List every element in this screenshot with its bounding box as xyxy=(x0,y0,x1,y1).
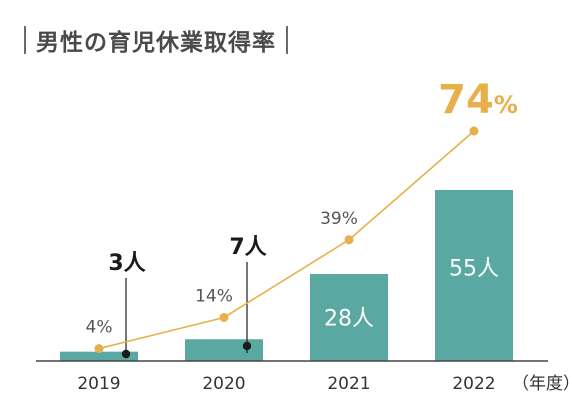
x-tick-2021: 2021 xyxy=(327,374,370,394)
bar-2020 xyxy=(185,339,263,361)
rate-point-2020 xyxy=(219,312,229,322)
bar-2021 xyxy=(310,273,388,361)
rate-label-2021: 39% xyxy=(320,209,358,229)
title-bar-left xyxy=(24,26,26,54)
rate-point-2021 xyxy=(344,235,354,245)
x-axis-unit: （年度） xyxy=(512,374,572,394)
bar-value-label-2022: 55人 xyxy=(449,257,499,282)
callout-dot-2020 xyxy=(242,341,252,351)
bar-2022 xyxy=(435,190,513,361)
rate-label-2022: 74% xyxy=(438,77,518,123)
chart-title-text: 男性の育児休業取得率 xyxy=(36,30,276,56)
bar-value-label-2019: 3人 xyxy=(108,251,145,276)
rate-points: 4% 14% 39% 74% xyxy=(86,77,518,354)
bar-series: 28人 55人 xyxy=(60,190,513,361)
rate-label-2020: 14% xyxy=(195,286,233,306)
rate-label-2019: 4% xyxy=(86,318,113,338)
bar-2019 xyxy=(60,351,138,361)
x-tick-2020: 2020 xyxy=(202,374,245,394)
title-bar-right xyxy=(286,26,288,54)
bar-value-label-2021: 28人 xyxy=(324,306,374,331)
rate-point-2022 xyxy=(469,126,479,136)
chart-title: 男性の育児休業取得率 xyxy=(24,22,288,58)
x-tick-2019: 2019 xyxy=(77,374,120,394)
callout-dot-2019 xyxy=(121,349,131,359)
x-tick-labels: 2019 2020 2021 2022 xyxy=(77,374,495,394)
x-tick-2022: 2022 xyxy=(452,374,495,394)
rate-line xyxy=(98,130,475,350)
callouts: 3人 7人 xyxy=(108,235,267,359)
bar-value-label-2020: 7人 xyxy=(229,235,266,260)
rate-point-2019 xyxy=(94,344,104,354)
